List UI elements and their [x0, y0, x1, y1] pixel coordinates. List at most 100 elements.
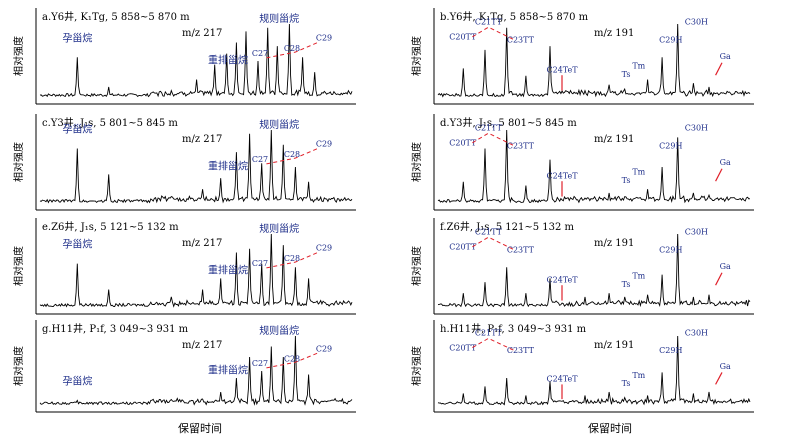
- panel-d: 相对强度 d.Y3井, J₁s, 5 801~5 845 m m/z 191 C20T…: [410, 114, 754, 211]
- label-c29h: C29H: [659, 246, 682, 255]
- chromatogram-trace: [39, 335, 353, 406]
- label-c20tt: C20TT: [449, 139, 477, 148]
- label-pregnane: 孕甾烷: [62, 238, 92, 251]
- y-axis-label: 相对强度: [410, 142, 423, 182]
- label-c30h: C30H: [685, 123, 708, 132]
- label-c20tt: C20TT: [449, 33, 477, 42]
- panel-title: b.Y6井, K₁Tg, 5 858~5 870 m: [440, 10, 589, 23]
- label-rearranged-sterane: 重排甾烷: [208, 54, 248, 67]
- label-ga: Ga: [720, 262, 731, 271]
- panel-title: g.H11井, P₁f, 3 049~3 931 m: [42, 322, 189, 335]
- label-rearranged-sterane: 重排甾烷: [208, 363, 248, 376]
- label-c29h: C29H: [659, 36, 682, 45]
- mz-label: m/z 191: [594, 134, 634, 145]
- panel-c: 相对强度 c.Y3井, J₁s, 5 801~5 845 m m/z 217 孕甾烷重…: [12, 114, 356, 211]
- label-c29: C29: [316, 34, 332, 43]
- panel-h: 相对强度 h.H11井, P₁f, 3 049~3 931 m m/z 191 C20…: [410, 320, 754, 413]
- panel-e: 相对强度 e.Z6井, J₁s, 5 121~5 132 mm/z 217 孕甾烷重…: [12, 218, 356, 315]
- label-tm: Tm: [632, 167, 645, 176]
- label-c21tt: C21TT: [475, 227, 503, 236]
- panel-title: c.Y3井, J₁s, 5 801~5 845 m: [42, 116, 178, 129]
- mz-label: m/z 191: [594, 238, 634, 249]
- chromatogram-trace: [39, 233, 353, 308]
- y-axis-label: 相对强度: [410, 246, 423, 286]
- ga-arrow: [715, 62, 723, 76]
- label-c27: C27: [252, 155, 268, 164]
- label-tm: Tm: [632, 61, 645, 70]
- tt-trend-line: [472, 236, 515, 251]
- sterane-trend-line: [266, 352, 318, 369]
- label-c29: C29: [316, 244, 332, 253]
- sterane-trend-line: [266, 42, 318, 59]
- label-c29: C29: [316, 344, 332, 353]
- label-c28: C28: [284, 254, 300, 263]
- label-c21tt: C21TT: [475, 17, 503, 26]
- chromatogram-trace: [39, 129, 353, 204]
- label-ga: Ga: [720, 52, 731, 61]
- mz-label: m/z 217: [182, 340, 222, 351]
- label-c28: C28: [284, 44, 300, 53]
- label-c28: C28: [284, 354, 300, 363]
- panel-a: 相对强度 a.Y6井, K₁Tg, 5 858~5 870 m m/z 217 孕甾烷…: [12, 8, 356, 105]
- chromatogram-trace: [437, 233, 751, 308]
- mz-label: m/z 191: [594, 340, 634, 351]
- label-ts: Ts: [622, 280, 631, 289]
- panel-title: h.H11井, P₁f, 3 049~3 931 m: [440, 322, 587, 335]
- ga-arrow: [715, 168, 723, 182]
- chromatogram-trace: [437, 335, 751, 406]
- label-c30h: C30H: [685, 329, 708, 338]
- label-tm: Tm: [632, 371, 645, 380]
- label-ga: Ga: [720, 158, 731, 167]
- label-c23tt: C23TT: [507, 36, 535, 45]
- chromatogram-trace: [437, 23, 751, 98]
- mz-label: m/z 217: [182, 238, 222, 249]
- tt-trend-line: [472, 132, 515, 147]
- label-rearranged-sterane: 重排甾烷: [208, 264, 248, 277]
- label-ts: Ts: [622, 379, 631, 388]
- label-ts: Ts: [622, 70, 631, 79]
- tt-trend-line: [472, 337, 515, 351]
- label-c20tt: C20TT: [449, 343, 477, 352]
- y-axis-label: 相对强度: [12, 142, 25, 182]
- label-c23tt: C23TT: [507, 346, 535, 355]
- label-c29h: C29H: [659, 142, 682, 151]
- panel-title: e.Z6井, J₁s, 5 121~5 132 m: [42, 220, 179, 233]
- label-c28: C28: [284, 150, 300, 159]
- y-axis-label: 相对强度: [12, 246, 25, 286]
- panel-f: 相对强度 f.Z6井, J₁s, 5 121~5 132 m m/z 191 C20T…: [410, 218, 754, 315]
- label-c27: C27: [252, 359, 268, 368]
- label-c30h: C30H: [685, 227, 708, 236]
- label-regular-sterane: 规则甾烷: [259, 324, 299, 337]
- panel-title: f.Z6井, J₁s, 5 121~5 132 m: [440, 220, 575, 233]
- label-pregnane: 孕甾烷: [62, 31, 92, 44]
- mz-label: m/z 217: [182, 28, 222, 39]
- label-c23tt: C23TT: [507, 142, 535, 151]
- label-tm: Tm: [632, 271, 645, 280]
- label-c24tet: C24TeT: [546, 375, 578, 384]
- mz-label: m/z 191: [594, 28, 634, 39]
- label-c24tet: C24TeT: [546, 65, 578, 74]
- label-rearranged-sterane: 重排甾烷: [208, 160, 248, 173]
- panel-b: 相对强度 b.Y6井, K₁Tg, 5 858~5 870 m m/z 191 C20…: [410, 8, 754, 105]
- label-c21tt: C21TT: [475, 123, 503, 132]
- y-axis-label: 相对强度: [410, 346, 423, 386]
- label-regular-sterane: 规则甾烷: [259, 222, 299, 235]
- label-c20tt: C20TT: [449, 243, 477, 252]
- panel-title: d.Y3井, J₁s, 5 801~5 845 m: [440, 116, 577, 129]
- label-ts: Ts: [622, 176, 631, 185]
- label-c29: C29: [316, 140, 332, 149]
- panels-group: 相对强度 a.Y6井, K₁Tg, 5 858~5 870 m m/z 217 孕甾烷…: [12, 8, 754, 413]
- mz-label: m/z 217: [182, 134, 222, 145]
- sterane-trend-line: [266, 252, 318, 269]
- tt-trend-line: [472, 26, 515, 41]
- label-c24tet: C24TeT: [546, 275, 578, 284]
- label-c23tt: C23TT: [507, 246, 535, 255]
- label-pregnane: 孕甾烷: [62, 374, 92, 387]
- label-pregnane: 孕甾烷: [62, 123, 92, 136]
- label-c27: C27: [252, 259, 268, 268]
- y-axis-label: 相对强度: [410, 36, 423, 76]
- ga-arrow: [715, 372, 723, 385]
- y-axis-label: 相对强度: [12, 36, 25, 76]
- chromatogram-trace: [437, 129, 751, 204]
